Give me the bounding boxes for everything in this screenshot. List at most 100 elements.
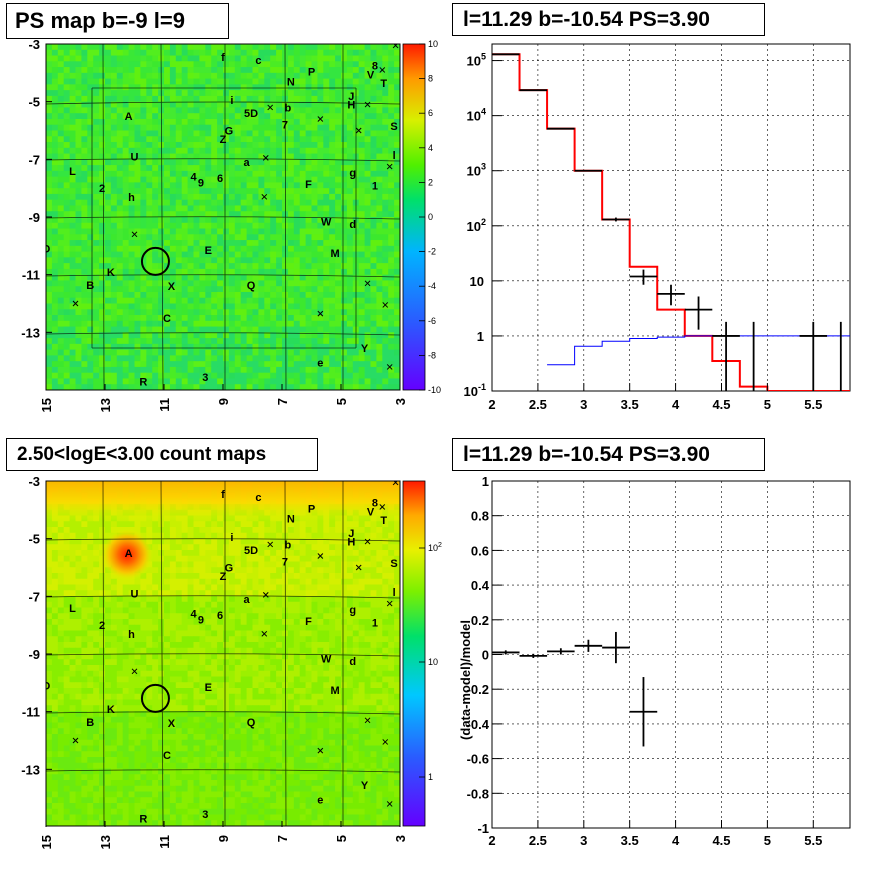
residual-y-tick-label: 0.2: [471, 613, 489, 628]
source-label: 9: [198, 614, 204, 626]
ps-colorbar-tick-label: 4: [428, 143, 433, 153]
source-a-blob: [101, 528, 154, 581]
source-label: N: [287, 76, 295, 88]
roi-circle: [140, 683, 170, 713]
source-label: E: [205, 245, 212, 257]
residual-title: l=11.29 b=-10.54 PS=3.90: [452, 438, 765, 471]
source-label: c: [255, 55, 261, 67]
ps-colorbar-tick-label: -4: [428, 281, 436, 291]
source-label: G: [225, 563, 234, 575]
source-cross: [317, 553, 324, 559]
source-label: O: [42, 244, 51, 256]
residual-y-tick-label: -0.2: [467, 682, 489, 697]
source-label: 4: [190, 609, 197, 621]
source-cross: [386, 600, 393, 607]
source-label: g: [349, 604, 356, 616]
map-y-tick-label: -7: [28, 152, 40, 167]
count-colorbar-tick-label: 102: [428, 542, 442, 553]
spectrum-x-tick-label: 3: [580, 397, 587, 412]
residual-panel: 2 2.5 3 3.5 4 4.5 5 5.5 1 0.8 0.6 0.4 0.2 0 -0.2 -0.4 -0…: [458, 474, 851, 848]
source-label: E: [205, 682, 212, 694]
map-y-tick-label: -13: [21, 325, 40, 340]
residual-y-tick-label: -1: [477, 821, 489, 836]
source-label: d: [349, 219, 356, 231]
spectrum-y-tick-label: 104: [467, 107, 486, 124]
spectrum-x-tick-label: 4.5: [712, 397, 730, 412]
source-label: b: [285, 539, 292, 551]
spectrum-x-tick-label: 2.5: [529, 397, 547, 412]
source-label: X: [168, 281, 176, 293]
source-label: Z: [220, 571, 227, 583]
map-x-tick-label: 3: [393, 398, 408, 405]
source-label: H: [347, 537, 355, 549]
residual-x-tick-label: 5.5: [804, 833, 822, 848]
residual-frame: [491, 480, 851, 829]
source-label: 2: [99, 183, 105, 195]
source-label: L: [69, 166, 76, 178]
source-label: B: [86, 717, 94, 729]
count-map-title: 2.50<logE<3.00 count maps: [6, 438, 318, 471]
residual-y-tick-label: -0.8: [467, 786, 489, 801]
source-cross: [386, 364, 393, 370]
source-label: G: [225, 126, 234, 138]
source-label: e: [317, 795, 323, 807]
source-label: l: [393, 587, 396, 599]
source-label: C: [163, 750, 171, 762]
source-label: V: [367, 506, 375, 518]
residual-y-tick-label: -0.6: [467, 752, 489, 767]
source-cross: [317, 310, 324, 317]
ps-colorbar-tick-label: -6: [428, 316, 436, 326]
source-label: Z: [220, 134, 227, 146]
source-cross: [317, 116, 324, 122]
residual-x-tick-label: 2: [488, 833, 495, 848]
source-label: T: [380, 515, 387, 527]
source-label: 7: [282, 557, 288, 569]
residual-y-tick-label: -0.4: [467, 717, 490, 732]
source-label: g: [349, 167, 356, 179]
source-label: l: [393, 150, 396, 162]
source-cross: [355, 127, 362, 134]
source-label: 6: [217, 610, 223, 622]
source-label: 6: [217, 173, 223, 185]
source-cross: [267, 541, 274, 548]
source-label: e: [317, 358, 323, 370]
source-cross: [379, 504, 386, 510]
source-label: 5D: [244, 108, 258, 120]
spectrum-y-tick-label: 105: [467, 52, 486, 69]
source-label: h: [128, 192, 135, 204]
source-label: 4: [190, 172, 197, 184]
source-label: X: [168, 718, 176, 730]
source-label: F: [305, 616, 312, 628]
source-label: 5D: [244, 545, 258, 557]
source-label: N: [287, 513, 295, 525]
source-label: c: [255, 492, 261, 504]
source-cross: [131, 668, 138, 675]
source-cross: [72, 300, 79, 307]
background-model-histogram: [547, 335, 850, 366]
ps-colorbar-tick-label: 6: [428, 108, 433, 118]
map-x-tick-label: 11: [157, 835, 172, 849]
source-label: a: [244, 157, 251, 169]
source-cross: [364, 717, 371, 724]
source-cross: [267, 104, 274, 111]
map-y-tick-label: -11: [22, 705, 40, 720]
source-cross: [261, 630, 268, 637]
source-cross: [364, 538, 371, 545]
source-label: 8: [372, 498, 378, 510]
ps-colorbar-tick-label: 0: [428, 212, 433, 222]
source-label: L: [69, 603, 76, 615]
source-label: i: [230, 532, 233, 544]
count-colorbar-tick-label: 10: [428, 657, 438, 667]
count-colorbar: [402, 480, 426, 827]
ps-colorbar-ticks: 10 8 6 4 2 0 -2 -4 -6 -8 -10: [419, 39, 441, 395]
source-label: K: [107, 267, 115, 279]
spectrum-x-tick-label: 5.5: [804, 397, 822, 412]
source-label: 7: [282, 120, 288, 132]
source-cross: [131, 231, 138, 238]
source-label: F: [305, 179, 312, 191]
